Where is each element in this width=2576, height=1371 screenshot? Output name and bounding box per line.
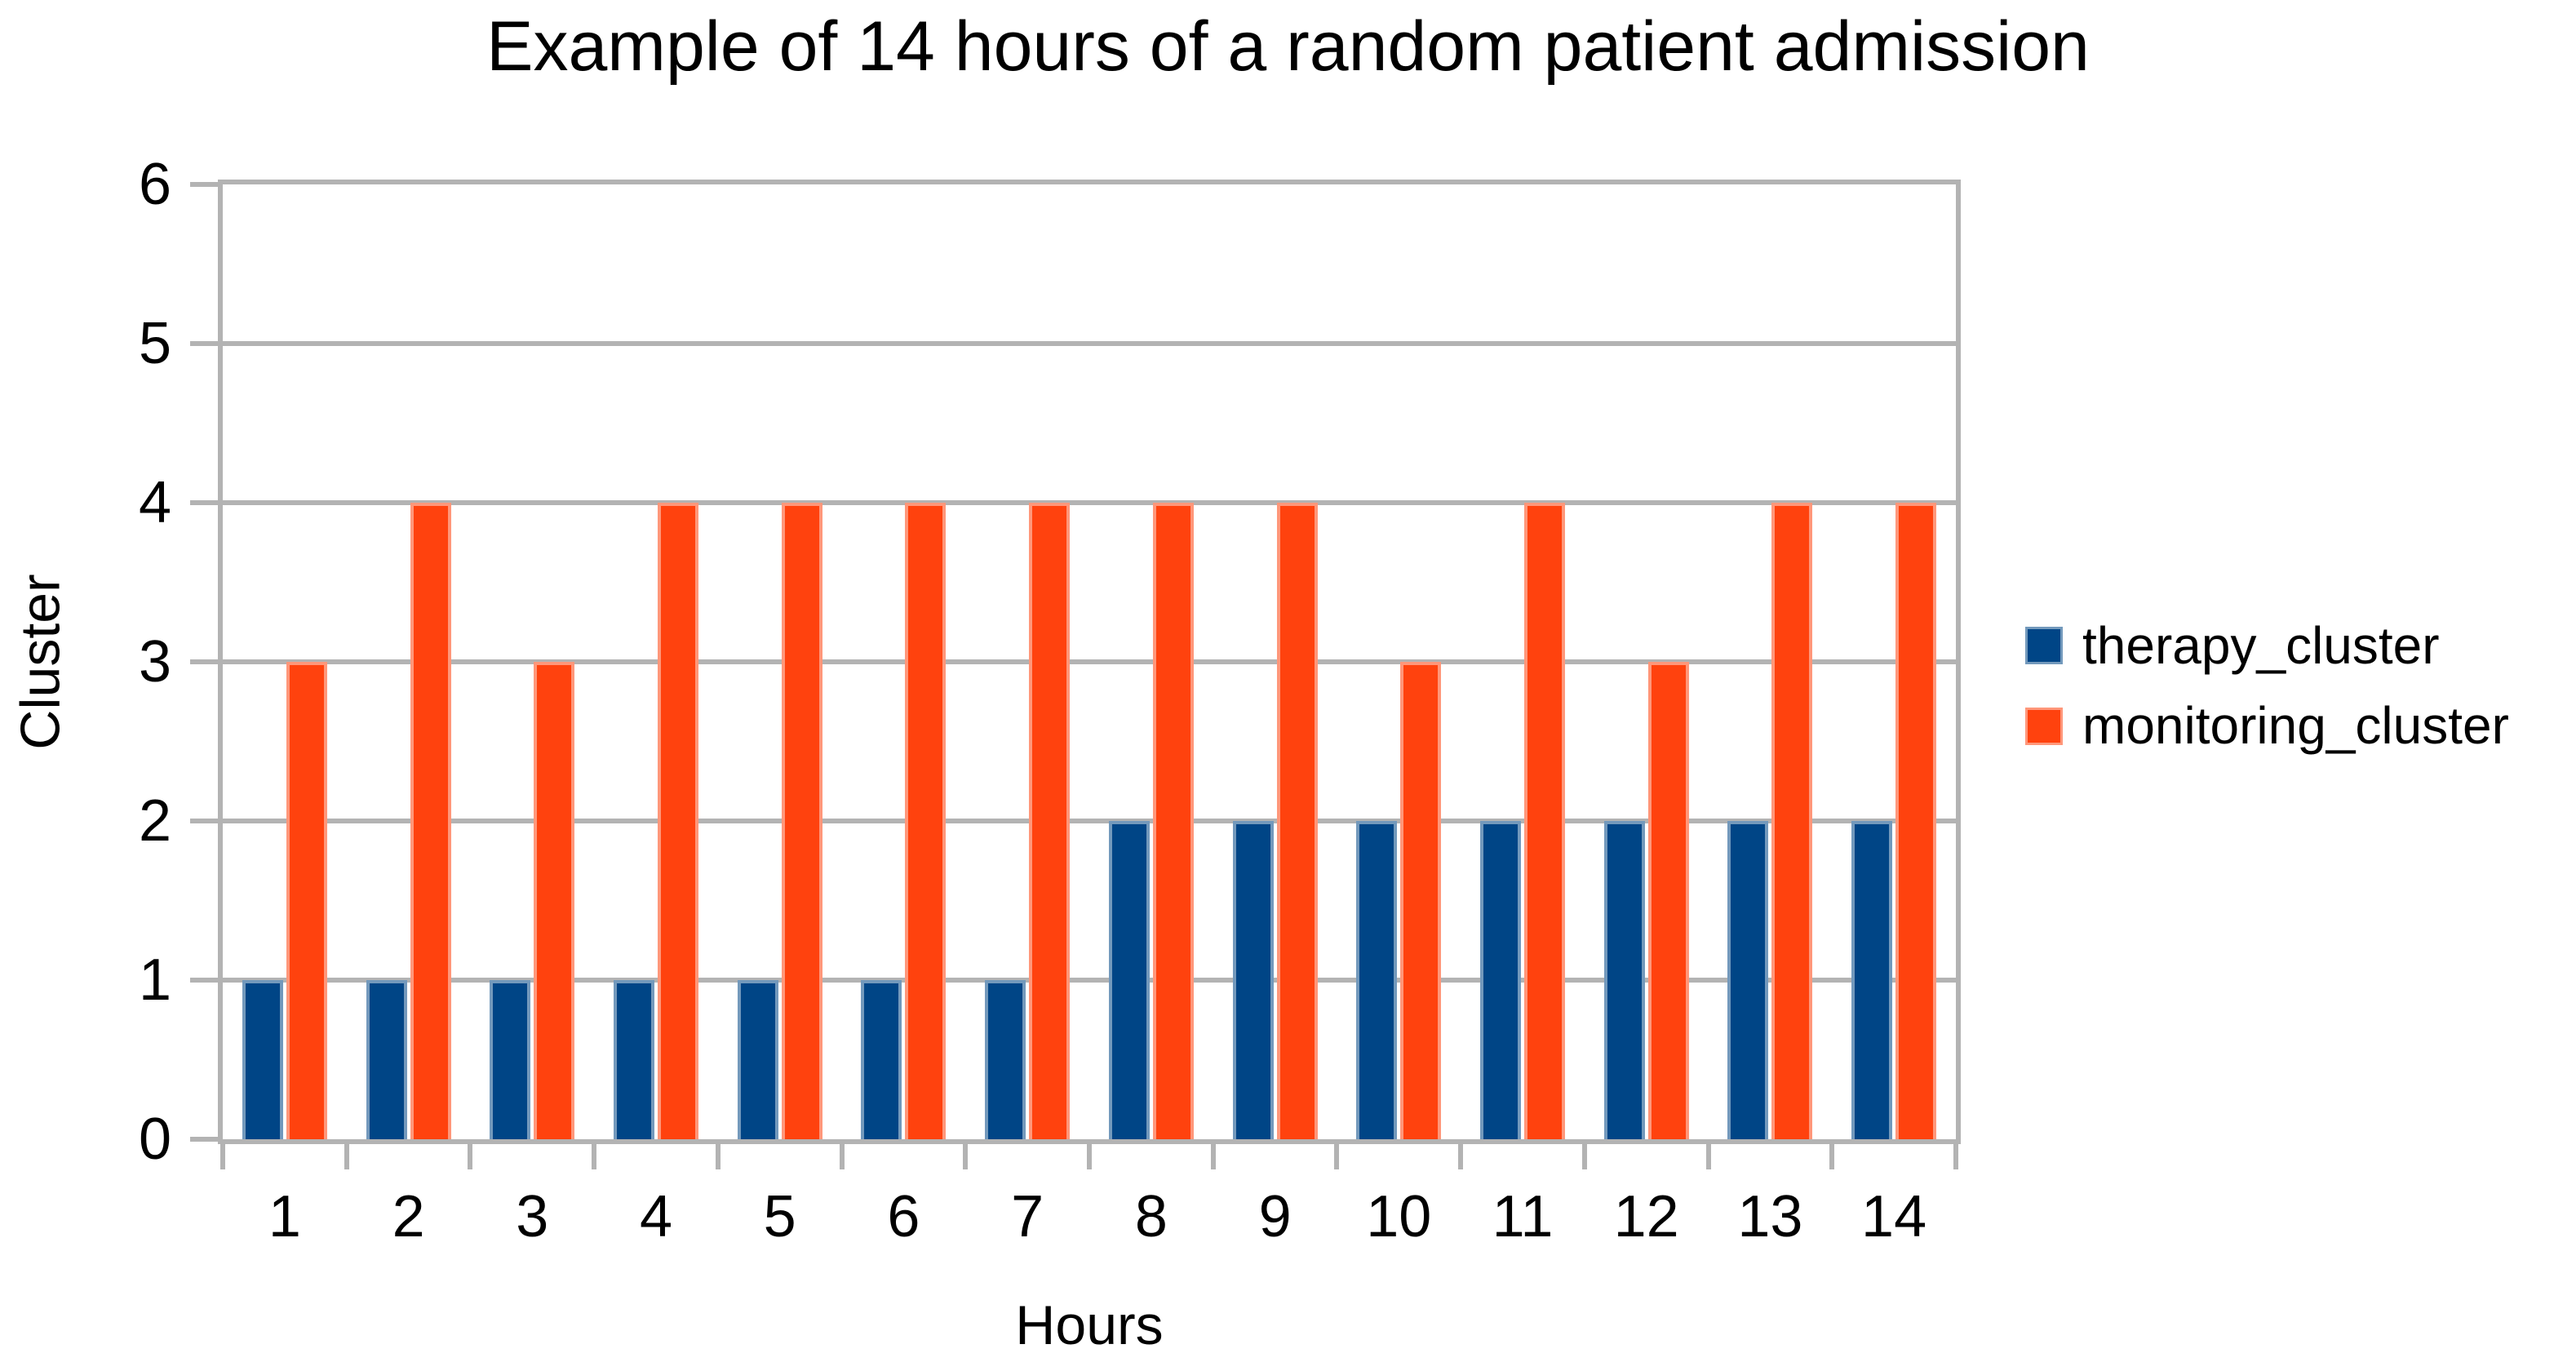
bar-therapy_cluster-hour-6 <box>861 980 902 1139</box>
y-axis-tick-5 <box>190 341 223 346</box>
legend-item-monitoring-cluster: monitoring_cluster <box>2025 696 2509 756</box>
bar-therapy_cluster-hour-14 <box>1851 821 1893 1139</box>
bar-therapy_cluster-hour-8 <box>1108 821 1150 1139</box>
bar-therapy_cluster-hour-2 <box>366 980 407 1139</box>
plot-area <box>218 180 1961 1144</box>
bar-monitoring_cluster-hour-9 <box>1276 503 1318 1139</box>
bar-monitoring_cluster-hour-6 <box>905 503 947 1139</box>
bar-monitoring_cluster-hour-4 <box>658 503 698 1139</box>
bar-monitoring_cluster-hour-3 <box>534 662 575 1139</box>
bar-monitoring_cluster-hour-11 <box>1524 503 1565 1139</box>
x-axis-tick-10 <box>1458 1144 1464 1169</box>
x-axis-label-7: 7 <box>1011 1184 1044 1249</box>
y-axis-label-3: 3 <box>138 629 171 694</box>
x-axis-tick-11 <box>1581 1144 1587 1169</box>
bar-therapy_cluster-hour-7 <box>985 980 1026 1139</box>
gridline-y-2 <box>223 819 1956 823</box>
legend-swatch-therapy-cluster <box>2025 627 2063 665</box>
x-axis-tick-13 <box>1829 1144 1835 1169</box>
x-axis-tick-3 <box>592 1144 597 1169</box>
bar-therapy_cluster-hour-13 <box>1727 821 1769 1139</box>
x-axis-label-10: 10 <box>1366 1184 1432 1249</box>
y-axis-label-2: 2 <box>138 788 171 854</box>
bar-therapy_cluster-hour-5 <box>737 980 778 1139</box>
bar-therapy_cluster-hour-1 <box>242 980 283 1139</box>
y-axis-label-4: 4 <box>138 470 171 535</box>
x-axis-tick-2 <box>468 1144 473 1169</box>
gridline-y-3 <box>223 659 1956 664</box>
legend-label-monitoring-cluster: monitoring_cluster <box>2082 696 2509 756</box>
y-axis-tick-2 <box>190 819 223 823</box>
y-axis-label-1: 1 <box>138 947 171 1013</box>
y-axis-tick-3 <box>190 659 223 664</box>
bar-therapy_cluster-hour-10 <box>1356 821 1398 1139</box>
bar-monitoring_cluster-hour-7 <box>1029 503 1071 1139</box>
x-axis-label-4: 4 <box>639 1184 673 1249</box>
x-axis-tick-14 <box>1953 1144 1958 1169</box>
x-axis-label-11: 11 <box>1492 1184 1554 1249</box>
x-axis-title: Hours <box>1015 1294 1164 1356</box>
y-axis-tick-4 <box>190 500 223 505</box>
gridline-y-5 <box>223 341 1956 346</box>
bar-therapy_cluster-hour-11 <box>1480 821 1521 1139</box>
x-axis-label-14: 14 <box>1861 1184 1927 1249</box>
legend: therapy_cluster monitoring_cluster <box>2025 617 2509 755</box>
chart-title: Example of 14 hours of a random patient … <box>486 7 2090 86</box>
x-axis-label-8: 8 <box>1134 1184 1168 1249</box>
x-axis-label-9: 9 <box>1258 1184 1292 1249</box>
x-axis-label-2: 2 <box>392 1184 425 1249</box>
x-axis-tick-1 <box>344 1144 349 1169</box>
y-axis-label-6: 6 <box>138 152 171 217</box>
bar-monitoring_cluster-hour-8 <box>1152 503 1194 1139</box>
legend-item-therapy-cluster: therapy_cluster <box>2025 617 2509 674</box>
x-axis-tick-12 <box>1705 1144 1711 1169</box>
y-axis-tick-1 <box>190 978 223 983</box>
y-axis-label-0: 0 <box>138 1107 171 1172</box>
bar-monitoring_cluster-hour-14 <box>1895 503 1937 1139</box>
x-axis-label-5: 5 <box>763 1184 796 1249</box>
x-axis-tick-0 <box>220 1144 225 1169</box>
bar-therapy_cluster-hour-9 <box>1232 821 1274 1139</box>
gridline-y-4 <box>223 500 1956 505</box>
legend-label-therapy-cluster: therapy_cluster <box>2082 616 2440 675</box>
x-axis-label-3: 3 <box>516 1184 549 1249</box>
bar-monitoring_cluster-hour-5 <box>781 503 822 1139</box>
bar-monitoring_cluster-hour-1 <box>286 662 327 1139</box>
bar-monitoring_cluster-hour-2 <box>410 503 451 1139</box>
x-axis-tick-5 <box>839 1144 845 1169</box>
legend-swatch-monitoring-cluster <box>2025 707 2063 745</box>
gridline-y-1 <box>223 978 1956 983</box>
x-axis-tick-4 <box>715 1144 720 1169</box>
x-axis-tick-9 <box>1334 1144 1340 1169</box>
bar-therapy_cluster-hour-3 <box>490 980 531 1139</box>
bar-therapy_cluster-hour-12 <box>1603 821 1645 1139</box>
bar-monitoring_cluster-hour-12 <box>1647 662 1689 1139</box>
x-axis-label-13: 13 <box>1737 1184 1803 1249</box>
x-axis-tick-6 <box>963 1144 969 1169</box>
x-axis-label-12: 12 <box>1613 1184 1679 1249</box>
bar-monitoring_cluster-hour-13 <box>1771 503 1813 1139</box>
y-axis-tick-6 <box>190 182 223 187</box>
x-axis-tick-7 <box>1087 1144 1092 1169</box>
bar-monitoring_cluster-hour-10 <box>1400 662 1442 1139</box>
y-axis-label-5: 5 <box>138 311 171 376</box>
x-axis-label-1: 1 <box>268 1184 301 1249</box>
bar-therapy_cluster-hour-4 <box>614 980 654 1139</box>
y-axis-tick-0 <box>190 1137 223 1142</box>
x-axis-tick-8 <box>1210 1144 1216 1169</box>
x-axis-label-6: 6 <box>887 1184 920 1249</box>
